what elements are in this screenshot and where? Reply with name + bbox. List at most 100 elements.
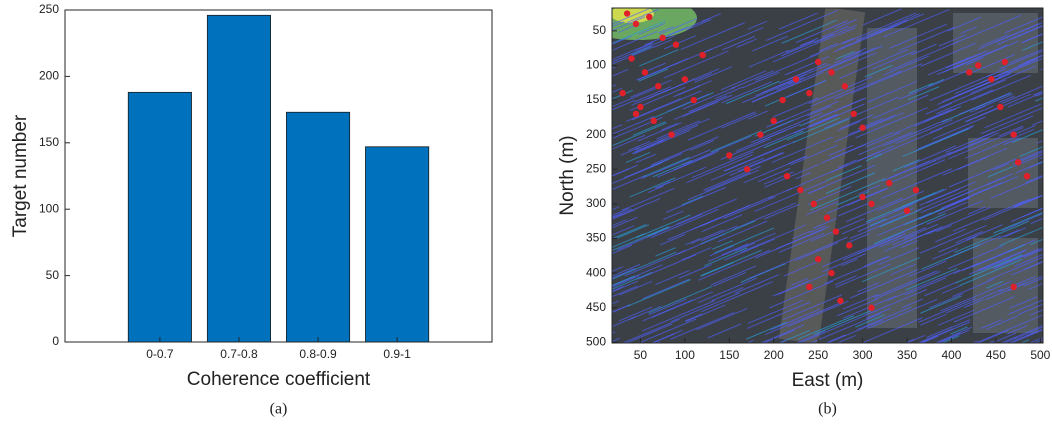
vector [959, 258, 1023, 286]
vector [821, 237, 891, 268]
vector [621, 187, 675, 211]
vector [1008, 299, 1043, 315]
vector [1004, 16, 1043, 34]
vector [836, 334, 856, 343]
vector [783, 260, 821, 277]
vector [790, 144, 838, 166]
vector [907, 86, 940, 101]
scatter-point [690, 96, 697, 104]
vector [948, 126, 1024, 160]
vector [704, 171, 751, 192]
vector [635, 153, 656, 164]
vector [612, 16, 645, 32]
vector [641, 149, 711, 180]
vector [893, 108, 952, 135]
vector [977, 248, 1028, 271]
vector [647, 185, 664, 194]
vector [990, 332, 1017, 343]
vector [626, 279, 691, 307]
scatter-point [659, 34, 666, 41]
vector [612, 84, 617, 87]
vector [835, 263, 891, 288]
vector [828, 144, 853, 157]
vector [773, 97, 819, 118]
vector [653, 39, 673, 48]
scatter-point [868, 200, 875, 208]
vector [709, 245, 735, 257]
vector [612, 161, 663, 185]
vector [694, 72, 713, 82]
vector [710, 130, 762, 153]
vector [721, 243, 749, 256]
scatter-point [699, 51, 706, 59]
vector [703, 247, 748, 267]
vector [612, 89, 634, 100]
vector [963, 299, 984, 309]
vector [816, 236, 848, 251]
vector [1032, 90, 1043, 96]
vector [875, 270, 941, 300]
vector [620, 198, 661, 216]
scatter-point [828, 69, 835, 76]
vector [856, 145, 894, 162]
vector [866, 307, 891, 319]
vector [626, 98, 681, 122]
scatter-point [868, 304, 875, 311]
vector [941, 72, 1012, 103]
vector [687, 169, 759, 201]
vector [690, 229, 724, 245]
x-tick-label: 250 [808, 348, 828, 362]
x-tick-label: 0.8-0.9 [299, 347, 337, 361]
y-tick-label: 500 [586, 334, 606, 348]
vector [682, 135, 752, 166]
vector [987, 166, 1013, 178]
vector [648, 298, 687, 316]
vector [950, 326, 968, 335]
vector [797, 315, 854, 340]
bar [206, 14, 271, 343]
building [968, 138, 1038, 208]
vector [903, 145, 957, 168]
vector [698, 249, 770, 281]
vector [980, 319, 1003, 330]
vector [984, 103, 1042, 129]
vector [845, 197, 903, 223]
vector [867, 298, 938, 330]
vector [857, 208, 913, 233]
bar [286, 111, 351, 343]
vector [1001, 85, 1043, 104]
vector [782, 294, 842, 321]
scatter-point [783, 172, 791, 180]
vector [843, 47, 867, 59]
vector [1015, 149, 1043, 163]
vector [754, 180, 828, 212]
scatter-point [726, 152, 733, 159]
vector [1046, 81, 1052, 103]
vector [652, 213, 703, 236]
vector [938, 34, 967, 47]
y-tick-label: 450 [586, 300, 606, 314]
vector [935, 228, 967, 243]
vector [594, 361, 650, 385]
vector [1017, 303, 1043, 316]
vector [924, 106, 961, 123]
vector [999, 95, 1015, 103]
vector [969, 105, 986, 113]
vector [673, 150, 719, 171]
x-axis-label: Coherence coefficient [187, 369, 371, 390]
vector [1028, 161, 1043, 169]
vector [863, 256, 888, 268]
vector [998, 125, 1024, 137]
vector [795, 242, 839, 261]
vector [626, 8, 659, 23]
vector [720, 70, 767, 91]
vector [1029, 238, 1043, 246]
vector [867, 80, 918, 103]
vector [837, 27, 856, 36]
vector [926, 200, 983, 225]
vector [720, 112, 757, 129]
scatter-point [672, 41, 680, 48]
x-tick-label: 0-0.7 [146, 347, 174, 361]
scatter-point [903, 207, 911, 214]
vector [881, 160, 930, 182]
